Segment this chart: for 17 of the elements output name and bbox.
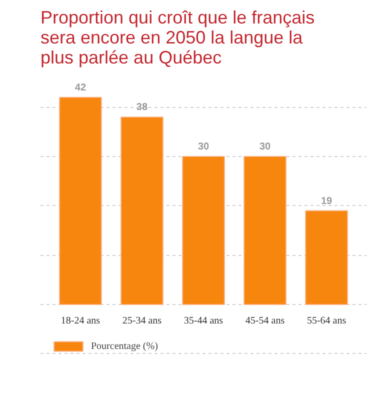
data-label: 30 [198, 142, 210, 153]
x-tick-label: 18-24 ans [60, 316, 100, 326]
data-label: 38 [136, 102, 148, 114]
bar [120, 116, 164, 305]
bar [305, 210, 348, 305]
data-label: 42 [74, 82, 86, 94]
chart-title: Proportion qui croît que le français sera encore en 2050 la langue la plus parlée au Québec [40, 8, 315, 68]
bar [244, 156, 286, 305]
x-tick-label: 25-34 ans [122, 316, 162, 326]
x-tick-label: 45-54 ans [245, 316, 285, 326]
data-label: 30 [259, 142, 272, 153]
bar [182, 156, 225, 305]
bar [59, 96, 102, 305]
legend-label: Pourcentage (%) [91, 340, 158, 352]
data-label: 19 [320, 196, 333, 207]
x-tick-label: 55-64 ans [306, 316, 346, 326]
x-tick-label: 35-44 ans [184, 316, 224, 326]
